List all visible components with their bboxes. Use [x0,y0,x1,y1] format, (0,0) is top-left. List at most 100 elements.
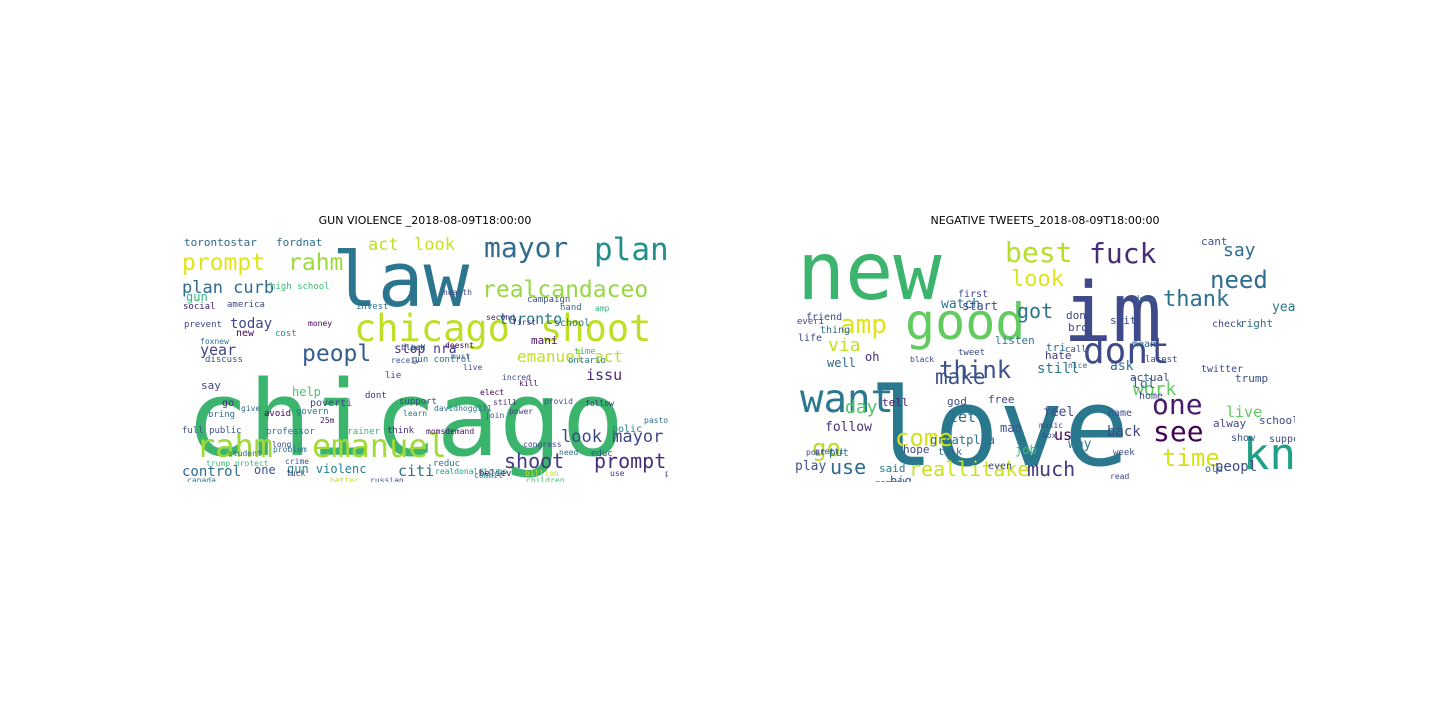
left-word-86: support [399,397,437,407]
right-word-63: home [1139,391,1163,402]
left-word-72: believ [479,469,512,479]
left-word-94: student [228,449,262,458]
right-word-28: live [1226,403,1262,421]
right-word-cloud-svg: newlovegoodimdontbestfuckwantknowampthin… [795,231,1295,482]
left-word-105: must [451,352,470,361]
left-word-41: full public [182,426,242,436]
right-word-59: bro [1068,321,1088,334]
left-word-48: poverti [310,398,352,409]
right-word-19: thank [1163,287,1229,312]
left-word-28: citi [398,462,434,480]
left-word-106: bad [411,343,426,352]
right-word-42: said [879,462,906,475]
left-word-56: campaign [527,295,570,305]
left-word-58: first [512,318,536,327]
right-word-67: school [1259,414,1295,427]
left-word-102: elect [480,388,504,397]
left-word-87: davidhogg111 [434,404,492,413]
right-chart-title: NEGATIVE TWEETS_2018-08-09T18:00:00 [930,214,1160,227]
left-word-2: chicago [354,307,510,350]
left-word-75: part [665,469,668,478]
left-word-92: bring [208,410,235,420]
left-word-33: social [183,302,216,312]
right-word-80: show [1231,433,1256,444]
right-word-74: friend [806,312,842,323]
right-word-68: support [1269,434,1295,445]
left-word-30: fordnat [276,236,322,249]
left-word-81: better [330,476,359,482]
left-word-25: control [182,464,241,480]
left-word-55: school [554,318,590,329]
left-word-91: give [241,404,260,413]
right-word-91: pretti [815,447,844,456]
left-word-95: problem [273,445,307,454]
left-word-99: join [485,411,504,420]
left-word-89: 25m [320,416,335,425]
left-word-37: foxnew [200,337,229,346]
gun-violence-word-cloud: chicago law chicago shoot rahm emanuel mayor pl… [182,231,668,482]
negative-tweets-word-cloud: newlovegoodimdontbestfuckwantknowampthin… [795,231,1295,482]
left-word-53: hand [560,303,582,313]
right-word-81: latest [1145,355,1178,365]
left-word-45: momsdemand [426,427,474,436]
left-word-19: stop nra [394,342,457,357]
right-word-70: right [1240,317,1273,330]
right-word-50: man [1000,421,1022,435]
left-word-47: govern [296,407,329,417]
left-word-97: trump protect [206,459,269,468]
left-word-50: invest [356,302,389,312]
left-word-70: reduc [433,459,460,469]
left-word-17: today [230,316,272,332]
right-word-86: nice [1068,361,1087,370]
left-word-44: think [387,426,415,436]
left-word-82: canada [187,476,216,482]
right-word-3: im [1063,266,1162,361]
right-word-33: lol [1132,377,1155,392]
left-word-62: receiv [391,356,420,365]
left-word-34: america [227,300,265,310]
left-word-4: rahm [196,427,273,465]
right-word-49: free [988,393,1015,406]
left-word-12: look [414,235,455,255]
right-word-39: way [1068,437,1092,452]
left-word-22: look mayor [561,427,663,447]
right-word-77: life [798,333,822,344]
right-word-53: job [1015,443,1037,457]
right-word-57: hate [1045,349,1072,362]
left-word-8: realcandaceo [482,277,648,303]
right-word-27: work [1133,379,1177,400]
right-word-25: go [812,434,841,462]
right-word-47: hope [903,443,930,456]
left-word-29: torontostar [184,236,257,249]
left-word-42: professor [266,427,315,437]
left-word-54: amp [595,304,610,313]
left-word-40: go [222,398,234,409]
right-word-75: thing [820,325,850,336]
right-word-26: use [830,455,866,479]
right-word-20: say [1223,240,1256,261]
left-word-26: one [254,463,276,477]
left-word-20: issu [586,366,622,384]
left-word-51: money [308,319,332,328]
left-word-104: live [463,363,482,372]
right-word-89: music [1039,421,1063,430]
right-word-43: oh [865,350,879,364]
right-word-22: got [1017,299,1053,323]
left-word-98: fuck [286,469,305,478]
right-word-18: need [1210,266,1268,294]
left-word-5: emanuel [312,427,447,465]
right-word-52: even [988,461,1012,472]
left-word-73: billion [525,469,559,478]
right-word-48: god [947,395,967,408]
right-word-23: via [828,335,861,356]
left-word-57: second [486,313,515,322]
left-word-14: plan curb [182,278,274,298]
right-word-46: put [829,446,849,459]
right-word-92: post [806,448,825,457]
right-word-2: good [905,293,1025,351]
left-word-23: shoot [504,449,564,473]
right-word-82: old [1205,464,1223,475]
left-word-49: cost [275,329,297,339]
right-word-65: alway [1213,417,1246,430]
